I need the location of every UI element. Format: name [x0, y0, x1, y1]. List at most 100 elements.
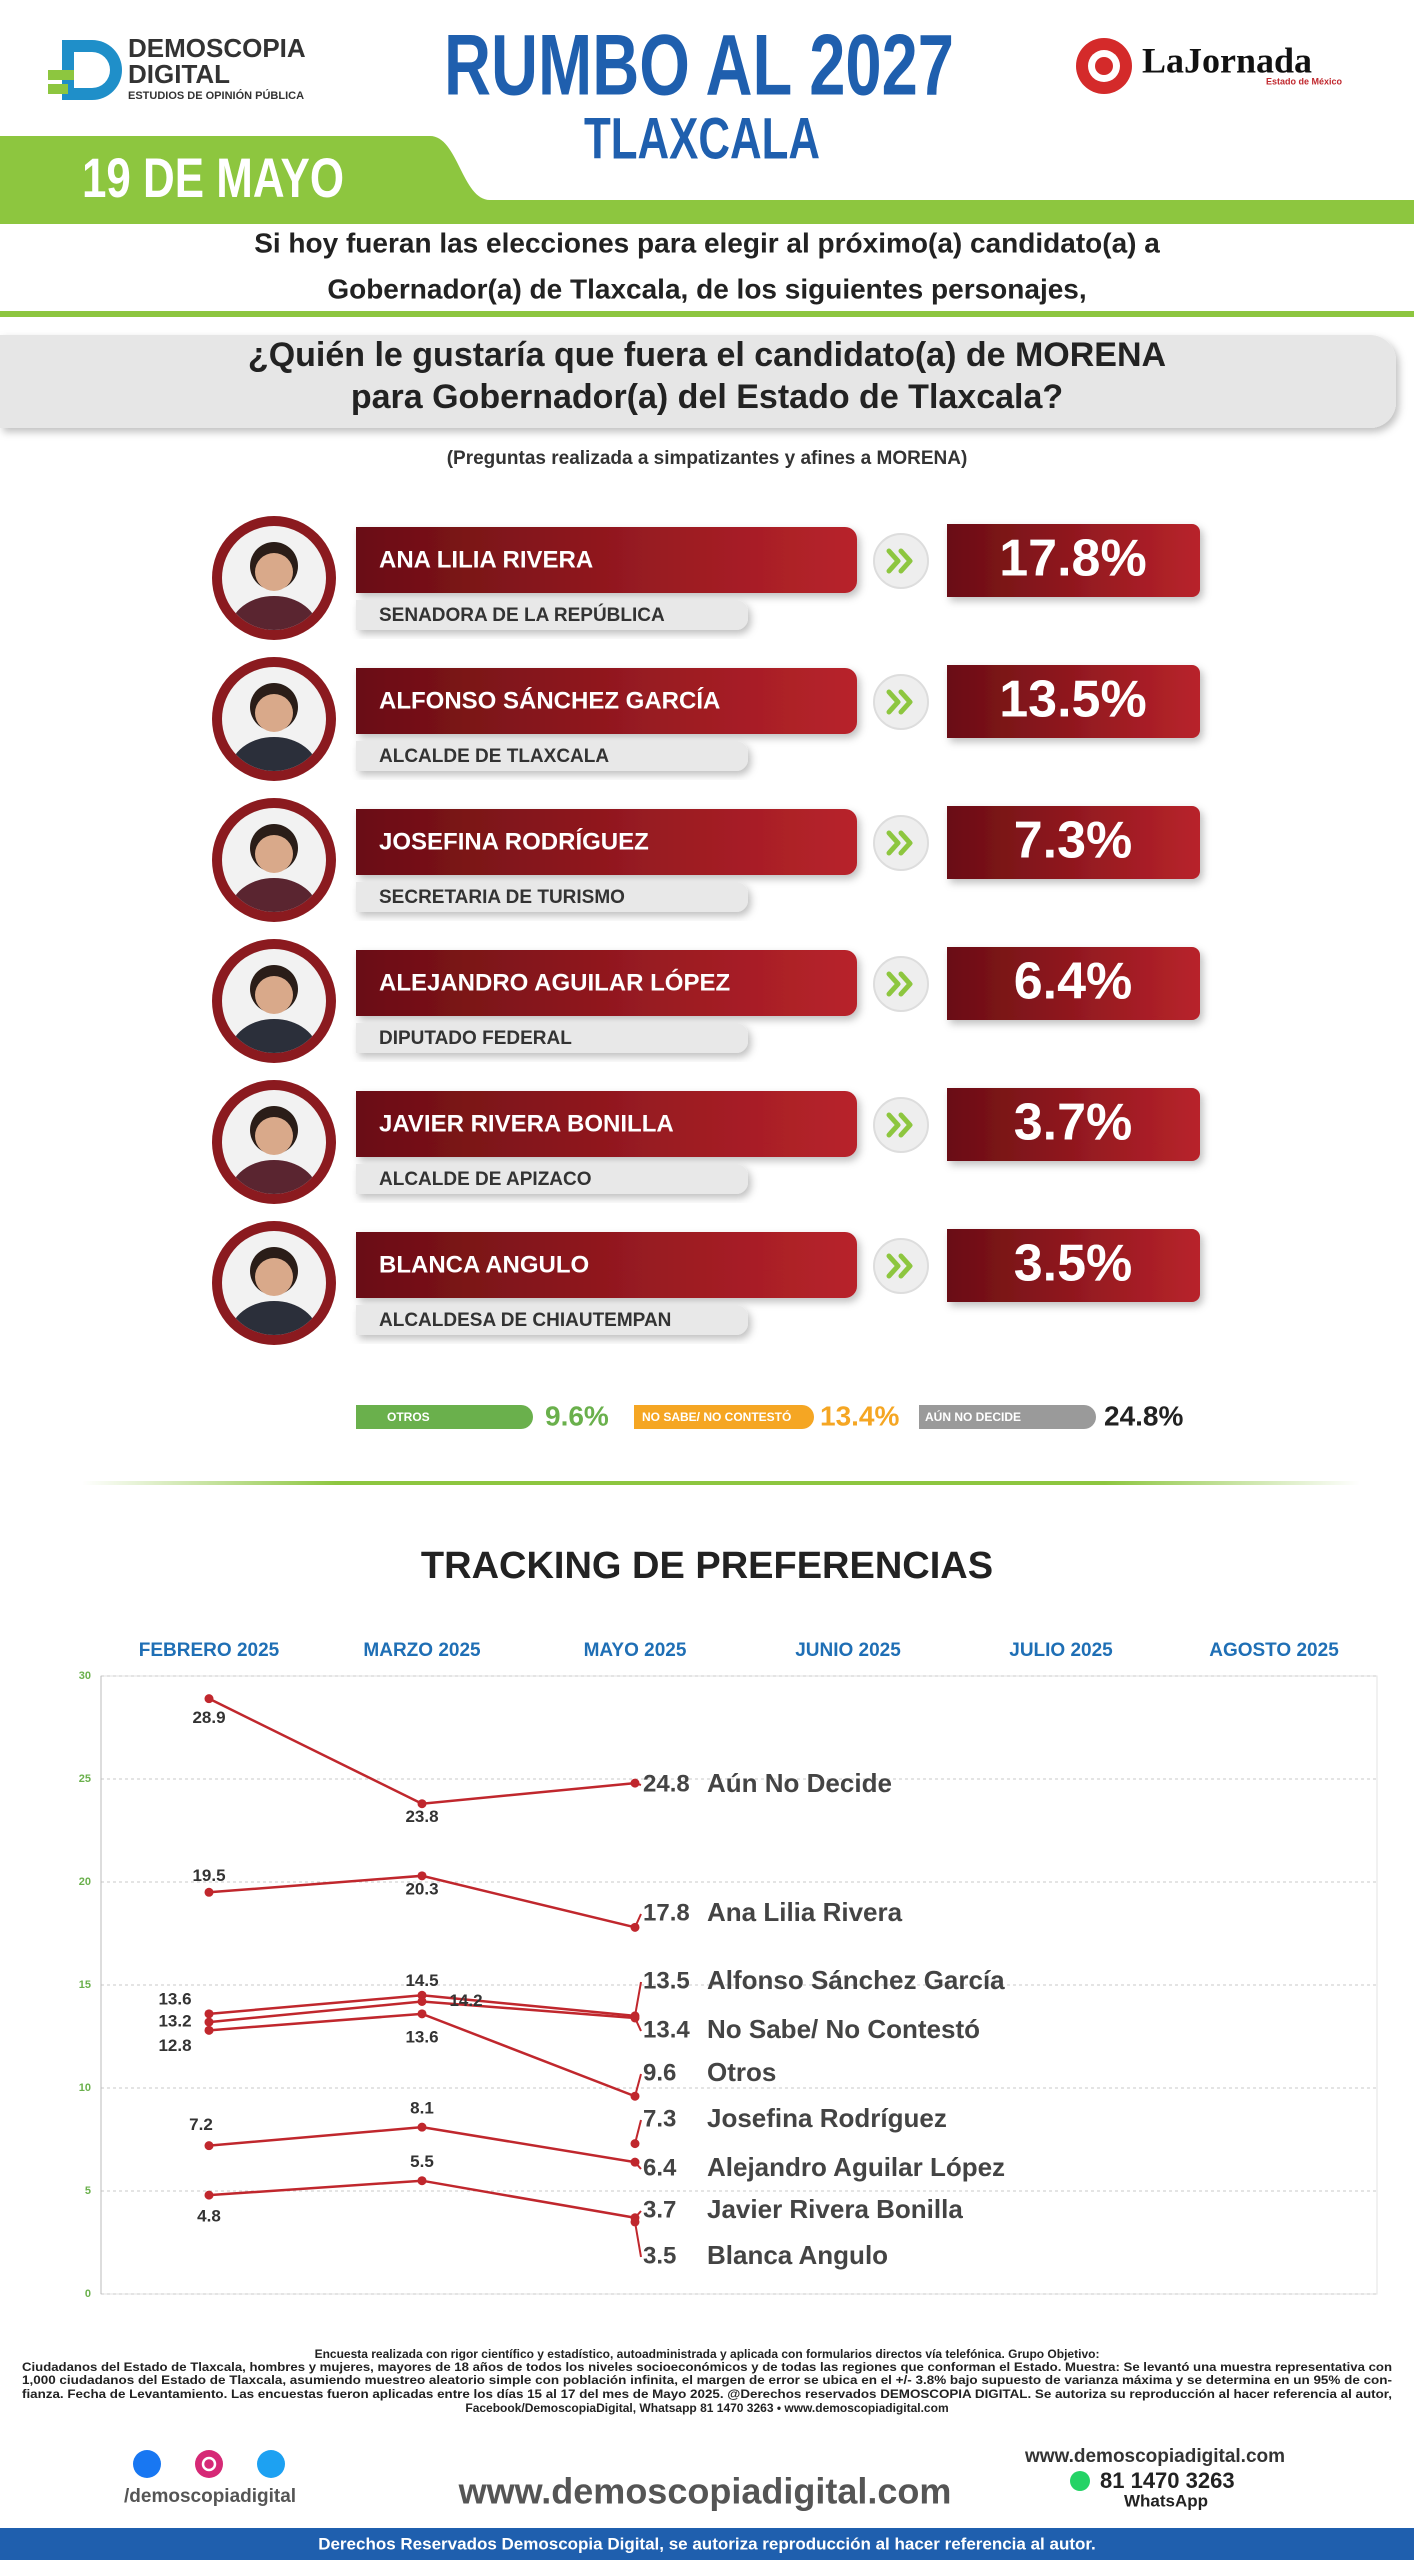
- y-tick-label: 0: [85, 2288, 91, 2300]
- leader-line: [634, 2073, 642, 2097]
- others-percent: 9.6%: [545, 1400, 609, 1431]
- arrow-icon: [873, 533, 929, 589]
- leader-line: [634, 2210, 642, 2219]
- photo: [230, 1247, 318, 1335]
- candidate-name: JAVIER RIVERA BONILLA: [379, 1110, 674, 1137]
- percent-box: [947, 1088, 1200, 1161]
- photo-face: [255, 1258, 293, 1296]
- arrow-icon: [886, 1112, 913, 1138]
- data-label: 5.5: [410, 2152, 434, 2171]
- name-bar: [356, 950, 857, 1016]
- name-bar: [356, 668, 857, 734]
- question-line: ¿Quién le gustaría que fuera el candidat…: [248, 336, 1166, 374]
- arrow-icon: [873, 1238, 929, 1294]
- others-percent: 13.4%: [820, 1400, 899, 1431]
- candidate-role: ALCALDE DE TLAXCALA: [379, 746, 609, 767]
- name-bar: [356, 1091, 857, 1157]
- x-tick-label: JUNIO 2025: [795, 1640, 901, 1661]
- percent-box: [947, 665, 1200, 738]
- question-line: para Gobernador(a) del Estado de Tlaxcal…: [351, 378, 1063, 416]
- instagram-icon[interactable]: [195, 2450, 223, 2478]
- percent: 6.4%: [1014, 953, 1133, 1011]
- percent: 13.5%: [999, 671, 1146, 729]
- others-bar: [919, 1405, 1096, 1429]
- arrow-icon: [873, 815, 929, 871]
- name-bar: [356, 527, 857, 593]
- arrow-icon: [886, 689, 913, 715]
- methodology: Facebook/DemoscopiaDigital, Whatsapp 81 …: [465, 2401, 948, 2415]
- title: RUMBO AL 2027: [444, 18, 954, 114]
- copyright: Derechos Reservados Demoscopia Digital, …: [318, 2534, 1096, 2553]
- candidate-name: ALFONSO SÁNCHEZ GARCÍA: [379, 686, 720, 714]
- photo-body: [230, 878, 318, 912]
- data-label: 28.9: [192, 1708, 225, 1727]
- percent-box: [947, 947, 1200, 1020]
- note: (Preguntas realizada a simpatizantes y a…: [447, 448, 968, 469]
- series-name: Blanca Angulo: [707, 2240, 888, 2270]
- end-value: 9.6: [643, 2059, 676, 2086]
- partner-name: LaJornada: [1142, 40, 1312, 80]
- question-box: [0, 335, 1396, 428]
- candidate-row: ANA LILIA RIVERA SENADORA DE LA REPÚBLICA…: [212, 516, 1200, 640]
- series-name: Ana Lilia Rivera: [707, 1897, 903, 1927]
- candidate-row: JOSEFINA RODRÍGUEZ SECRETARIA DE TURISMO 7…: [212, 798, 1200, 922]
- candidate-name: ALEJANDRO AGUILAR LÓPEZ: [379, 968, 730, 996]
- y-tick-label: 30: [79, 1670, 91, 1682]
- end-value: 3.5: [643, 2242, 676, 2269]
- leader-line: [634, 2017, 642, 2032]
- partner-emblem: [1095, 57, 1113, 75]
- series-name: Alfonso Sánchez García: [707, 1965, 1005, 1995]
- website: www.demoscopiadigital.com: [1024, 2446, 1285, 2467]
- end-value: 17.8: [643, 1899, 690, 1926]
- percent-box: [947, 806, 1200, 879]
- website[interactable]: www.demoscopiadigital.com: [458, 2471, 952, 2512]
- candidate-name: ANA LILIA RIVERA: [379, 546, 593, 573]
- arrow-icon: [886, 971, 913, 997]
- candidate-role: SENADORA DE LA REPÚBLICA: [379, 604, 665, 626]
- candidate-role: ALCALDE DE APIZACO: [379, 1169, 592, 1190]
- role-bar: [356, 882, 748, 912]
- data-point: [204, 2009, 214, 2019]
- x-tick-label: JULIO 2025: [1009, 1640, 1113, 1661]
- end-value: 24.8: [643, 1770, 690, 1797]
- series-name: Javier Rivera Bonilla: [707, 2194, 963, 2224]
- candidate-name: BLANCA ANGULO: [379, 1251, 589, 1278]
- date-band: [0, 136, 1414, 224]
- data-point: [204, 2141, 214, 2151]
- twitter-icon[interactable]: [257, 2450, 285, 2478]
- data-point: [204, 2025, 214, 2035]
- divider: [0, 311, 1414, 317]
- candidate-row: ALEJANDRO AGUILAR LÓPEZ DIPUTADO FEDERAL 6…: [212, 939, 1200, 1063]
- end-value: 13.5: [643, 1967, 690, 1994]
- data-point: [204, 2017, 214, 2027]
- brand-name: DEMOSCOPIA: [128, 33, 306, 63]
- y-tick-label: 20: [79, 1876, 91, 1888]
- logo-shape: [48, 70, 74, 80]
- photo: [230, 824, 318, 912]
- subtitle: TLAXCALA: [584, 106, 820, 171]
- photo-face: [255, 835, 293, 873]
- partner-logo: [1076, 38, 1132, 94]
- candidate-row: JAVIER RIVERA BONILLA ALCALDE DE APIZACO 3…: [212, 1080, 1200, 1204]
- x-tick-label: MAYO 2025: [584, 1640, 687, 1661]
- data-label: 23.8: [405, 1807, 438, 1826]
- leader-line: [634, 1782, 642, 1786]
- percent-box: [947, 524, 1200, 597]
- facebook-icon[interactable]: [133, 2450, 161, 2478]
- photo-face: [255, 1117, 293, 1155]
- instagram-icon: [201, 2456, 217, 2472]
- end-value: 3.7: [643, 2196, 676, 2223]
- role-bar: [356, 1023, 748, 1053]
- series-name: Otros: [707, 2057, 776, 2087]
- phone: 81 1470 3263: [1100, 2468, 1235, 2493]
- photo: [230, 965, 318, 1053]
- photo-face: [255, 553, 293, 591]
- photo-body: [230, 1301, 318, 1335]
- methodology: 1,000 ciudadanos del Estado de Tlaxcala,…: [22, 2373, 1392, 2387]
- social-handle: /demoscopiadigital: [124, 2486, 296, 2507]
- data-label: 13.2: [158, 2012, 191, 2031]
- arrow-icon: [873, 1097, 929, 1153]
- arrow-icon: [886, 1253, 913, 1279]
- arrow-icon: [886, 548, 913, 574]
